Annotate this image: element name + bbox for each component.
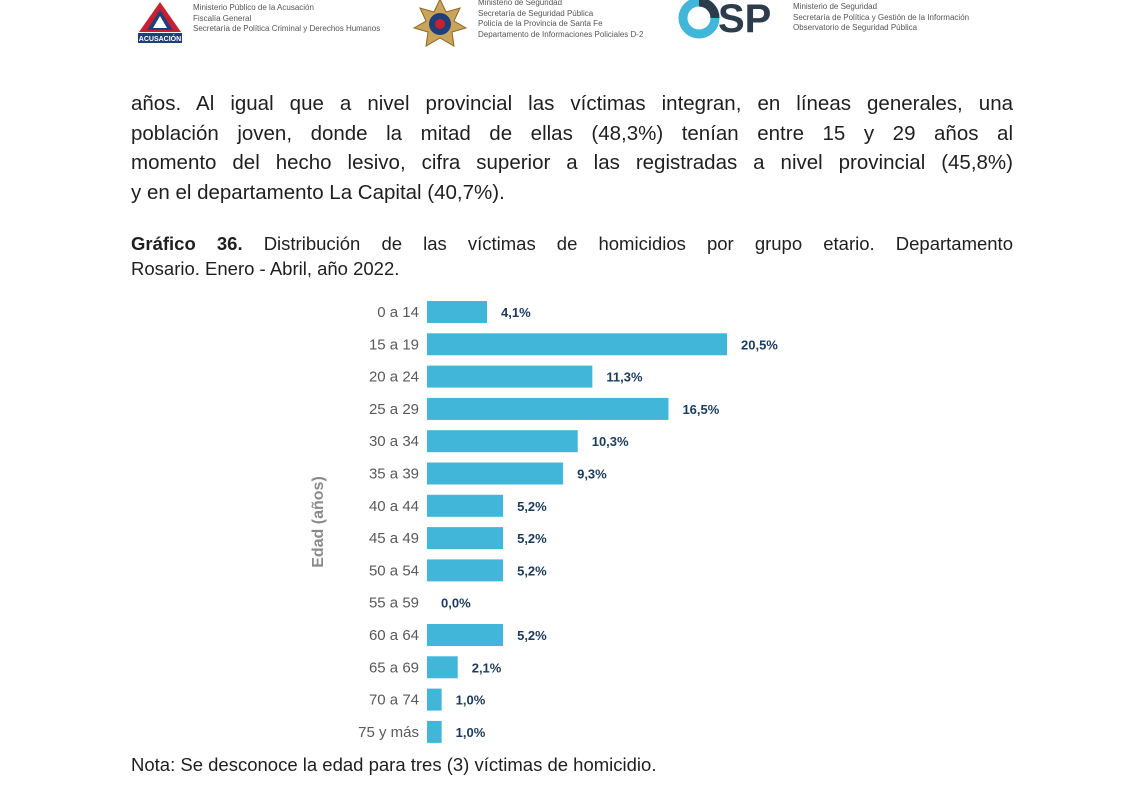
data-label: 5,2%	[517, 563, 547, 578]
data-label: 1,0%	[456, 725, 486, 740]
paragraph-line-4: y en el departamento La Capital (40,7%).	[131, 180, 505, 204]
data-label: 10,3%	[592, 434, 629, 449]
caption-label: Gráfico 36.	[131, 233, 243, 254]
osp-line-3: Observatorio de Seguridad Pública	[793, 23, 918, 32]
police-line-1: Ministerio de Seguridad	[478, 0, 563, 7]
category-label: 65 a 69	[369, 659, 419, 676]
bar	[427, 527, 504, 550]
chart-note: Nota: Se desconoce la edad para tres (3)…	[131, 754, 657, 775]
data-label: 5,2%	[517, 499, 547, 514]
data-label: 5,2%	[517, 531, 547, 546]
data-label: 11,3%	[606, 370, 643, 385]
category-label: 30 a 34	[369, 433, 419, 450]
data-label: 16,5%	[682, 402, 719, 417]
bar	[427, 656, 458, 679]
category-label: 50 a 54	[369, 562, 419, 579]
category-label: 20 a 24	[369, 369, 419, 386]
paragraph-line-1: años. Al igual que a nivel provincial la…	[131, 92, 1013, 115]
bar	[427, 397, 669, 420]
paragraph-line-3: momento del hecho lesivo, cifra superior…	[131, 151, 1013, 174]
police-org-lines: Ministerio de Seguridad Secretaría de Se…	[478, 0, 643, 40]
osp-logo-text: SP	[718, 0, 771, 40]
bar	[427, 688, 442, 711]
chart-caption: Gráfico 36. Distribución de las víctimas…	[131, 231, 1013, 281]
category-label: 40 a 44	[369, 498, 419, 515]
bar	[427, 430, 578, 453]
caption-text-1: Distribución de las víctimas de homicidi…	[242, 233, 1013, 254]
mpa-line-2: Fiscalía General	[193, 13, 252, 23]
bar	[427, 559, 504, 582]
osp-org-lines: Ministerio de Seguridad Secretaría de Po…	[793, 2, 969, 34]
caption-line-2: Rosario. Enero - Abril, año 2022.	[131, 258, 400, 279]
caption-line-1: Gráfico 36. Distribución de las víctimas…	[131, 231, 1013, 256]
category-label: 25 a 29	[369, 401, 419, 418]
category-label: 35 a 39	[369, 466, 419, 483]
police-star-icon	[412, 0, 468, 47]
data-label: 1,0%	[456, 693, 486, 708]
bar	[427, 365, 593, 388]
paragraph-line-2: población joven, donde la mitad de ellas…	[131, 121, 1013, 145]
data-label: 4,1%	[501, 305, 531, 320]
body-paragraph: años. Al igual que a nivel provincial la…	[131, 89, 1013, 207]
mpa-line-1: Ministerio Público de la Acusación	[193, 3, 314, 12]
police-line-2: Secretaría de Seguridad Pública	[478, 8, 594, 18]
data-label: 2,1%	[472, 660, 502, 675]
mpa-line-3: Secretaría de Política Criminal y Derech…	[193, 24, 381, 33]
category-label: 0 a 14	[377, 304, 419, 321]
page-header: ACUSACIÓN Ministerio Público de la Acusa…	[0, 0, 1135, 52]
bar	[427, 624, 504, 646]
category-label: 70 a 74	[369, 692, 419, 709]
data-label: 5,2%	[517, 628, 547, 643]
police-line-3: Policía de la Provincia de Santa Fe	[478, 19, 603, 28]
age-group-chart: Edad (años) 0 a 14 4,1% 15 a 19 20,5% 20 a 24…	[290, 292, 810, 752]
mpa-org-lines: Ministerio Público de la Acusación Fisca…	[193, 3, 380, 35]
category-label: 15 a 19	[369, 336, 419, 353]
bar	[427, 720, 442, 743]
data-label: 20,5%	[741, 337, 778, 352]
data-label: 9,3%	[577, 467, 607, 482]
mpa-logo-text: ACUSACIÓN	[139, 34, 181, 43]
chart-svg: Edad (años) 0 a 14 4,1% 15 a 19 20,5% 20 a 24…	[310, 301, 778, 743]
osp-logo-icon: SP	[678, 0, 771, 40]
bar	[427, 462, 564, 485]
category-label: 45 a 49	[369, 530, 419, 547]
osp-line-2: Secretaría de Política y Gestión de la I…	[793, 12, 970, 22]
mpa-logo-icon: ACUSACIÓN	[138, 2, 182, 43]
bar	[427, 333, 727, 356]
osp-line-1: Ministerio de Seguridad	[793, 2, 878, 11]
bar	[427, 301, 487, 323]
data-label: 0,0%	[441, 596, 471, 611]
bar	[427, 494, 504, 517]
category-label: 75 y más	[358, 724, 419, 741]
police-line-4: Departamento de Informaciones Policiales…	[478, 29, 644, 39]
category-label: 55 a 59	[369, 595, 419, 612]
y-axis-title: Edad (años)	[310, 476, 327, 568]
category-label: 60 a 64	[369, 627, 419, 644]
